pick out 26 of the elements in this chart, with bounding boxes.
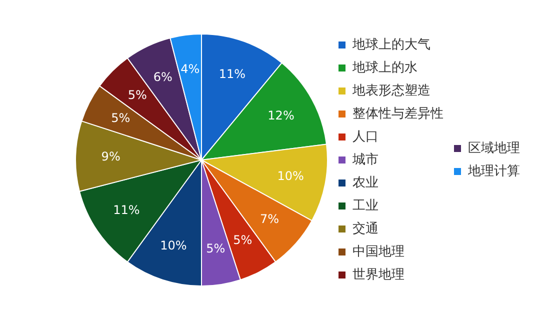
legend-label: 农业 <box>352 175 378 190</box>
legend-label: 地表形态塑造 <box>352 82 430 98</box>
legend-label: 世界地理 <box>352 267 404 282</box>
data-label: 5% <box>233 232 252 247</box>
data-label: 5% <box>206 242 226 256</box>
data-label: 4% <box>180 62 200 76</box>
data-label: 10% <box>160 238 187 252</box>
legend-label: 区域地理 <box>468 140 520 156</box>
legend-label: 中国地理 <box>352 244 404 260</box>
legend-label: 地理计算 <box>467 164 520 179</box>
legend-label: 人口 <box>352 129 378 144</box>
data-label: 5% <box>111 110 130 125</box>
data-label: 11% <box>113 203 140 218</box>
data-label: 10% <box>277 169 304 184</box>
legend-label: 整体性与差异性 <box>352 106 444 122</box>
data-label: 9% <box>101 149 120 164</box>
legend-label: 交通 <box>352 220 378 236</box>
data-label: 12% <box>268 108 294 122</box>
data-label: 7% <box>260 212 280 226</box>
data-label: 11% <box>218 66 246 81</box>
legend-label: 地球上的大气 <box>352 37 430 52</box>
legend-label: 城市 <box>352 152 378 168</box>
legend-label: 工业 <box>352 198 378 214</box>
data-label: 5% <box>128 88 147 102</box>
data-label: 6% <box>153 70 172 84</box>
legend-label: 地球上的水 <box>352 60 418 76</box>
